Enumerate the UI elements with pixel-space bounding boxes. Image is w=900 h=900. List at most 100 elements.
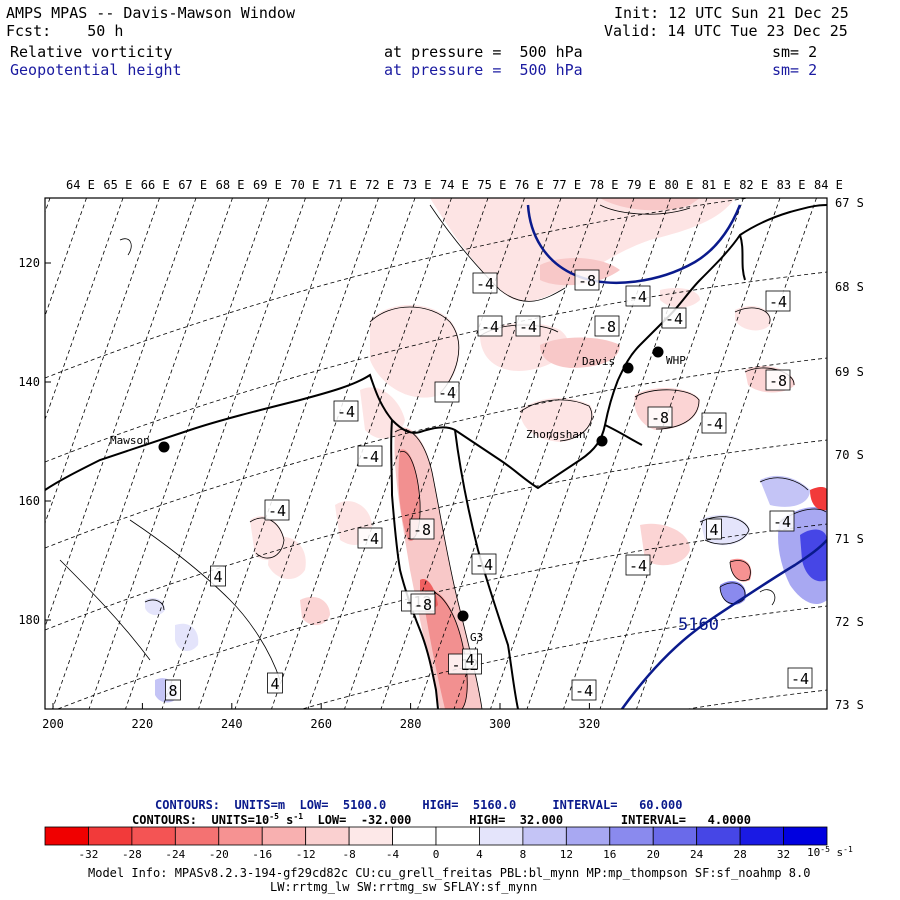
- meridian-line: [526, 198, 708, 709]
- contour-label: -8: [765, 369, 791, 391]
- model-info-physics: LW:rrtmg_lw SW:rrtmg_sw SFLAY:sf_mynn: [270, 880, 538, 894]
- colorbar-label: 12: [560, 848, 573, 861]
- longitude-label: 72 E: [365, 178, 394, 192]
- svg-text:-4: -4: [268, 502, 286, 520]
- colorbar-swatch: [696, 826, 741, 846]
- height-contour-labels: 5160: [678, 615, 719, 635]
- colorbar-swatch: [131, 826, 176, 846]
- contour-label: -8: [647, 406, 673, 428]
- vorticity-shading: [145, 198, 827, 709]
- station-label: G3: [470, 631, 483, 644]
- contour-label: -4: [571, 679, 597, 701]
- meridian-line: [45, 198, 160, 525]
- longitude-label: 75 E: [477, 178, 506, 192]
- station-label: Davis: [582, 355, 615, 368]
- svg-text:-4: -4: [438, 384, 456, 402]
- colorbar-units: 10-5 s-1: [807, 845, 853, 859]
- stations: Mawson Davis WHP Zhongshan G3: [110, 346, 686, 644]
- contour-label: 4: [706, 518, 722, 540]
- colorbar-swatch: [739, 826, 784, 846]
- y-grid-ticks: 120 140 160 180: [18, 256, 51, 627]
- x-grid-ticks: 200 220 240 260 280 300 320: [42, 703, 600, 731]
- svg-text:4: 4: [709, 521, 718, 539]
- latitude-label: 69 S: [835, 365, 864, 379]
- colorbar-swatch: [652, 826, 698, 846]
- station-marker: [457, 610, 469, 622]
- contour-label: 4: [462, 648, 478, 670]
- colorbar-label: -16: [252, 848, 272, 861]
- contour-label: -8: [574, 269, 600, 291]
- x-tick-label: 260: [310, 717, 332, 731]
- meridian-line: [599, 198, 781, 709]
- colorbar-swatch: [218, 826, 263, 846]
- longitude-label: 78 E: [590, 178, 619, 192]
- svg-text:-8: -8: [769, 372, 787, 390]
- y-tick-label: 140: [18, 375, 40, 389]
- colorbar-swatch: [435, 826, 480, 846]
- colorbar-label: -4: [386, 848, 400, 861]
- svg-text:-4: -4: [575, 682, 593, 700]
- svg-text:-4: -4: [481, 318, 499, 336]
- meridian-line: [45, 198, 51, 214]
- field1-level: at pressure = 500 hPa: [384, 43, 583, 61]
- colorbar-label: -32: [79, 848, 99, 861]
- contour-label: -4: [357, 527, 383, 549]
- meridian-line: [234, 198, 416, 709]
- longitude-label: 80 E: [664, 178, 693, 192]
- contour-label: -4: [787, 667, 813, 689]
- svg-text:-8: -8: [413, 521, 431, 539]
- y-tick-label: 180: [18, 613, 40, 627]
- longitude-label: 70 E: [290, 178, 319, 192]
- svg-text:-4: -4: [769, 293, 787, 311]
- contour-label: -4: [357, 445, 383, 467]
- contour-label: 4: [210, 565, 226, 587]
- contour-label: 4: [267, 672, 283, 694]
- colorbar-label: 4: [476, 848, 483, 861]
- station-label: WHP: [666, 354, 686, 367]
- colorbar-label: 20: [647, 848, 660, 861]
- contour-label: -4: [769, 510, 795, 532]
- colorbar-swatch: [392, 826, 437, 846]
- svg-text:-8: -8: [414, 596, 432, 614]
- station-label: Mawson: [110, 434, 150, 447]
- contour-label: -4: [515, 315, 541, 337]
- svg-text:-4: -4: [629, 288, 647, 306]
- contour-label: -4: [625, 554, 651, 576]
- svg-text:8: 8: [168, 682, 177, 700]
- contour-label: 8: [165, 679, 181, 701]
- contour-label: -8: [594, 315, 620, 337]
- meridian-line: [52, 198, 233, 709]
- longitude-label: 76 E: [515, 178, 544, 192]
- colorbar-label: 24: [690, 848, 704, 861]
- contour-info-height: CONTOURS: UNITS=m LOW= 5100.0 HIGH= 5160…: [155, 798, 683, 812]
- svg-text:-4: -4: [629, 557, 647, 575]
- meridian-line: [125, 198, 306, 709]
- field2-smoothing: sm= 2: [772, 61, 818, 79]
- field1-smoothing: sm= 2: [772, 43, 818, 61]
- latitude-labels: 67 S 68 S 69 S 70 S 71 S 72 S 73 S: [835, 196, 864, 712]
- contour-label: -4: [661, 307, 687, 329]
- contour-label: -4: [625, 285, 651, 307]
- longitude-label: 81 E: [702, 178, 731, 192]
- svg-text:-8: -8: [578, 272, 596, 290]
- longitude-label: 67 E: [178, 178, 207, 192]
- svg-text:-4: -4: [475, 556, 493, 574]
- station-label: Zhongshan: [526, 428, 586, 441]
- colorbar-swatch: [174, 826, 220, 846]
- colorbar-label: -20: [209, 848, 229, 861]
- y-tick-label: 120: [18, 256, 40, 270]
- longitude-label: 66 E: [141, 178, 170, 192]
- contour-label: -4: [434, 381, 460, 403]
- svg-text:-4: -4: [361, 448, 379, 466]
- meridian-line: [161, 198, 343, 709]
- meridian-line: [344, 198, 525, 709]
- svg-text:-8: -8: [598, 318, 616, 336]
- colorbar-swatch: [44, 826, 89, 846]
- longitude-label: 69 E: [253, 178, 282, 192]
- meridian-line: [271, 198, 452, 709]
- colorbar-swatch: [522, 826, 567, 846]
- field2-name: Geopotential height: [10, 61, 182, 79]
- x-tick-label: 240: [221, 717, 243, 731]
- colorbar-swatch: [479, 826, 524, 846]
